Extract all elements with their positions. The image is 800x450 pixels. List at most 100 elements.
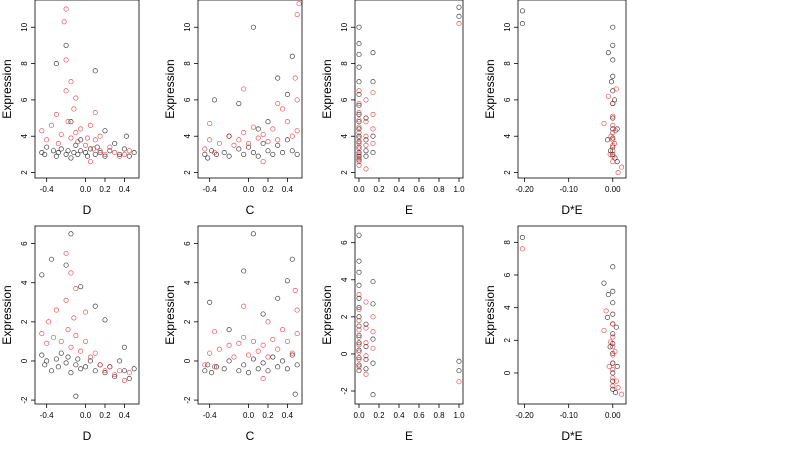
- data-point-red: [97, 148, 103, 154]
- data-point-black: [205, 155, 211, 161]
- data-point-red: [363, 325, 369, 331]
- data-point-red: [48, 122, 55, 128]
- data-point-red: [612, 128, 618, 134]
- data-point-red: [250, 338, 256, 344]
- data-point-red: [245, 352, 252, 358]
- x-tick-label: 0.0: [353, 411, 365, 420]
- data-point-red: [73, 130, 79, 136]
- data-point-black: [289, 352, 295, 358]
- data-point-red: [112, 150, 118, 156]
- data-point-black: [370, 50, 376, 56]
- data-point-black: [519, 21, 525, 27]
- y-tick-label: 4: [503, 133, 512, 138]
- data-point-red: [610, 148, 616, 154]
- y-tick-label: 6: [340, 240, 349, 245]
- y-tick-label: 0: [503, 370, 512, 375]
- data-point-black: [117, 358, 123, 364]
- x-tick-label: 0.4: [393, 411, 405, 420]
- data-point-black: [608, 79, 615, 85]
- data-point-black: [87, 146, 93, 152]
- data-point-red: [356, 356, 362, 363]
- data-point-black: [202, 151, 208, 157]
- data-point-black: [121, 368, 127, 374]
- data-point-red: [202, 362, 208, 368]
- data-point-red: [275, 137, 281, 143]
- data-point-black: [356, 41, 362, 47]
- data-point-black: [356, 102, 362, 108]
- data-point-red: [63, 297, 69, 303]
- data-point-black: [241, 268, 247, 274]
- data-point-black: [126, 153, 132, 159]
- panel-6: -0.4 0.0 0.2 0.4 -2 0 2 4 6 C Expression: [163, 225, 303, 443]
- data-point-red: [275, 346, 281, 352]
- y-tick-label: 2: [183, 170, 192, 175]
- data-point-red: [55, 140, 61, 147]
- y-tick-label: 6: [20, 241, 29, 246]
- data-point-black: [294, 151, 300, 157]
- data-point-black: [126, 376, 132, 382]
- data-point-red: [610, 113, 616, 119]
- x-axis-title: C: [246, 203, 255, 217]
- data-point-red: [90, 146, 96, 152]
- data-point-red: [126, 370, 132, 376]
- data-point-black: [519, 8, 525, 14]
- y-axis-title: Expression: [483, 59, 497, 118]
- plot-frame: [34, 0, 140, 179]
- data-point-red: [456, 21, 462, 27]
- data-point-red: [75, 139, 81, 145]
- data-point-black: [370, 336, 376, 342]
- data-point-red: [356, 162, 362, 168]
- data-point-black: [356, 355, 362, 361]
- data-point-red: [292, 287, 298, 294]
- data-point-black: [75, 151, 81, 157]
- data-point-red: [289, 350, 295, 356]
- data-point-red: [97, 362, 103, 368]
- data-point-red: [65, 119, 71, 125]
- data-point-black: [356, 232, 362, 238]
- data-point-black: [255, 366, 261, 372]
- data-point-red: [53, 307, 59, 313]
- data-point-red: [260, 342, 266, 348]
- data-point-red: [61, 19, 67, 25]
- data-point-red: [231, 354, 237, 360]
- y-tick-label: -2: [340, 387, 349, 395]
- data-point-black: [614, 126, 620, 132]
- x-tick-label: 0.4: [119, 411, 131, 420]
- data-point-black: [78, 366, 84, 372]
- data-point-black: [612, 390, 618, 396]
- data-point-red: [356, 130, 362, 136]
- data-point-black: [356, 282, 362, 288]
- data-point-red: [63, 88, 69, 94]
- data-point-red: [202, 146, 208, 152]
- plot-frame: [354, 225, 464, 405]
- data-point-black: [356, 133, 362, 139]
- data-point-black: [356, 139, 362, 145]
- data-point-red: [294, 331, 300, 337]
- data-point-red: [260, 376, 266, 382]
- data-point-black: [280, 358, 286, 364]
- data-point-red: [356, 159, 362, 165]
- data-point-red: [356, 88, 362, 94]
- data-point-black: [363, 148, 369, 154]
- data-point-black: [275, 295, 281, 301]
- data-point-red: [82, 338, 89, 344]
- data-point-black: [58, 350, 64, 356]
- panel-2: -0.4 0.0 0.2 0.4 2 4 6 8 10 C Expression: [163, 0, 303, 217]
- x-tick-label: 0.0: [80, 185, 92, 194]
- data-point-black: [236, 146, 242, 152]
- plot-frame: [34, 225, 140, 405]
- data-point-black: [131, 366, 137, 372]
- data-point-black: [82, 364, 89, 370]
- data-point-red: [294, 97, 300, 103]
- data-point-black: [55, 364, 61, 370]
- data-point-black: [207, 299, 213, 305]
- data-point-red: [241, 303, 247, 309]
- data-point-black: [53, 356, 59, 362]
- data-point-red: [356, 140, 362, 147]
- data-point-black: [356, 323, 362, 329]
- data-point-black: [356, 362, 362, 368]
- data-point-black: [370, 150, 376, 156]
- x-tick-label: 0.2: [262, 411, 274, 420]
- data-point-red: [610, 375, 616, 381]
- x-tick-label: 0.0: [243, 411, 255, 420]
